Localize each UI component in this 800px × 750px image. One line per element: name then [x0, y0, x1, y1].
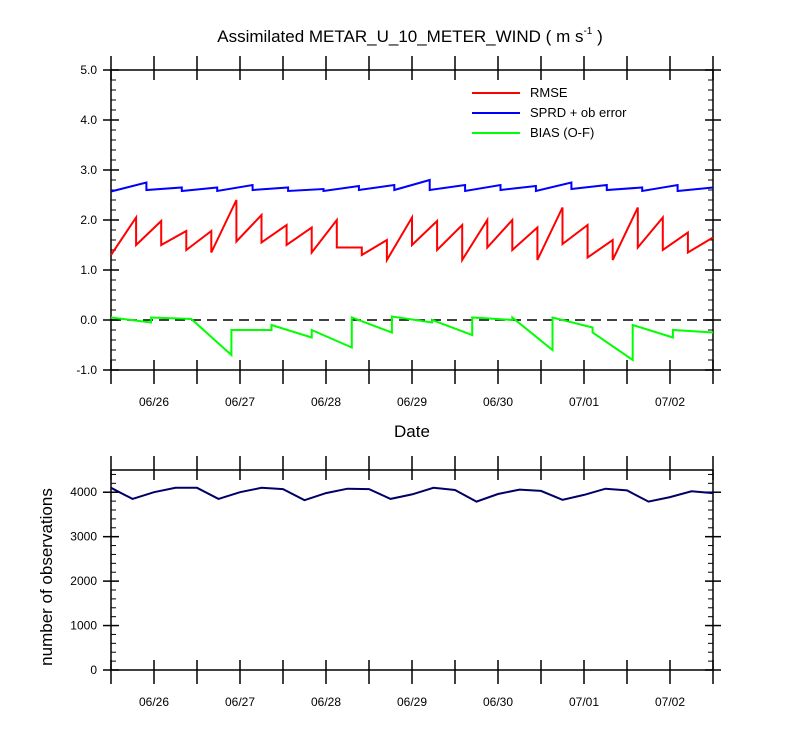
- top-xtick-label: 06/27: [225, 395, 255, 409]
- chart-title-main: Assimilated METAR_U_10_METER_WIND ( m s: [217, 27, 583, 46]
- bottom-ytick-label: 2000: [70, 574, 97, 588]
- top-ytick-label: 5.0: [80, 63, 97, 77]
- bottom-xtick-label: 06/27: [225, 695, 255, 709]
- top-xtick-label: 06/26: [139, 395, 169, 409]
- top-xtick-label: 06/29: [397, 395, 427, 409]
- bottom-xtick-label: 07/02: [655, 695, 685, 709]
- top-xtick-label: 07/01: [569, 395, 599, 409]
- bottom-xtick-label: 06/26: [139, 695, 169, 709]
- top-xtick-label: 06/30: [483, 395, 513, 409]
- top-ytick-label: 2.0: [80, 213, 97, 227]
- bottom-ytick-label: 4000: [70, 485, 97, 499]
- bottom-xtick-label: 06/30: [483, 695, 513, 709]
- legend-label: SPRD + ob error: [530, 105, 627, 120]
- bottom-xtick-label: 06/29: [397, 695, 427, 709]
- chart-title-suffix: ): [592, 27, 602, 46]
- bottom-frame: [110, 469, 714, 671]
- top-ytick-label: 4.0: [80, 113, 97, 127]
- chart-title: Assimilated METAR_U_10_METER_WIND ( m s-…: [217, 26, 603, 46]
- bottom-ytick-label: 1000: [70, 619, 97, 633]
- bottom-ytick-label: 3000: [70, 530, 97, 544]
- bottom-xtick-label: 06/28: [311, 695, 341, 709]
- bottom-xtick-label: 07/01: [569, 695, 599, 709]
- series-line-rmse: [110, 199, 714, 264]
- top-plot: 5.0 4.0 3.0 2.0 1.0 0.0 -1.0 06/26 06/27 06/28 06/…: [76, 56, 721, 409]
- series-line-bias-o-f: [110, 315, 714, 362]
- chart-title-superscript: -1: [583, 26, 592, 37]
- bottom-plot: 4000 3000 2000 1000 0 06/26 06/27 06/28 06/29 06/…: [70, 456, 721, 709]
- y-axis-title-observations: number of observations: [37, 488, 56, 666]
- top-xtick-label: 06/28: [311, 395, 341, 409]
- x-axis-title: Date: [394, 422, 430, 441]
- top-ytick-label: 3.0: [80, 163, 97, 177]
- top-ytick-label: -1.0: [76, 363, 97, 377]
- legend: RMSE SPRD + ob error BIAS (O-F): [472, 85, 627, 140]
- observations-line: [110, 486, 714, 503]
- bottom-ytick-label: 0: [90, 663, 97, 677]
- top-ytick-label: 1.0: [80, 263, 97, 277]
- top-ytick-label: 0.0: [80, 313, 97, 327]
- top-xtick-label: 07/02: [655, 395, 685, 409]
- legend-label: BIAS (O-F): [530, 125, 594, 140]
- series-line-sprd-ob-error: [110, 178, 714, 193]
- legend-label: RMSE: [530, 85, 568, 100]
